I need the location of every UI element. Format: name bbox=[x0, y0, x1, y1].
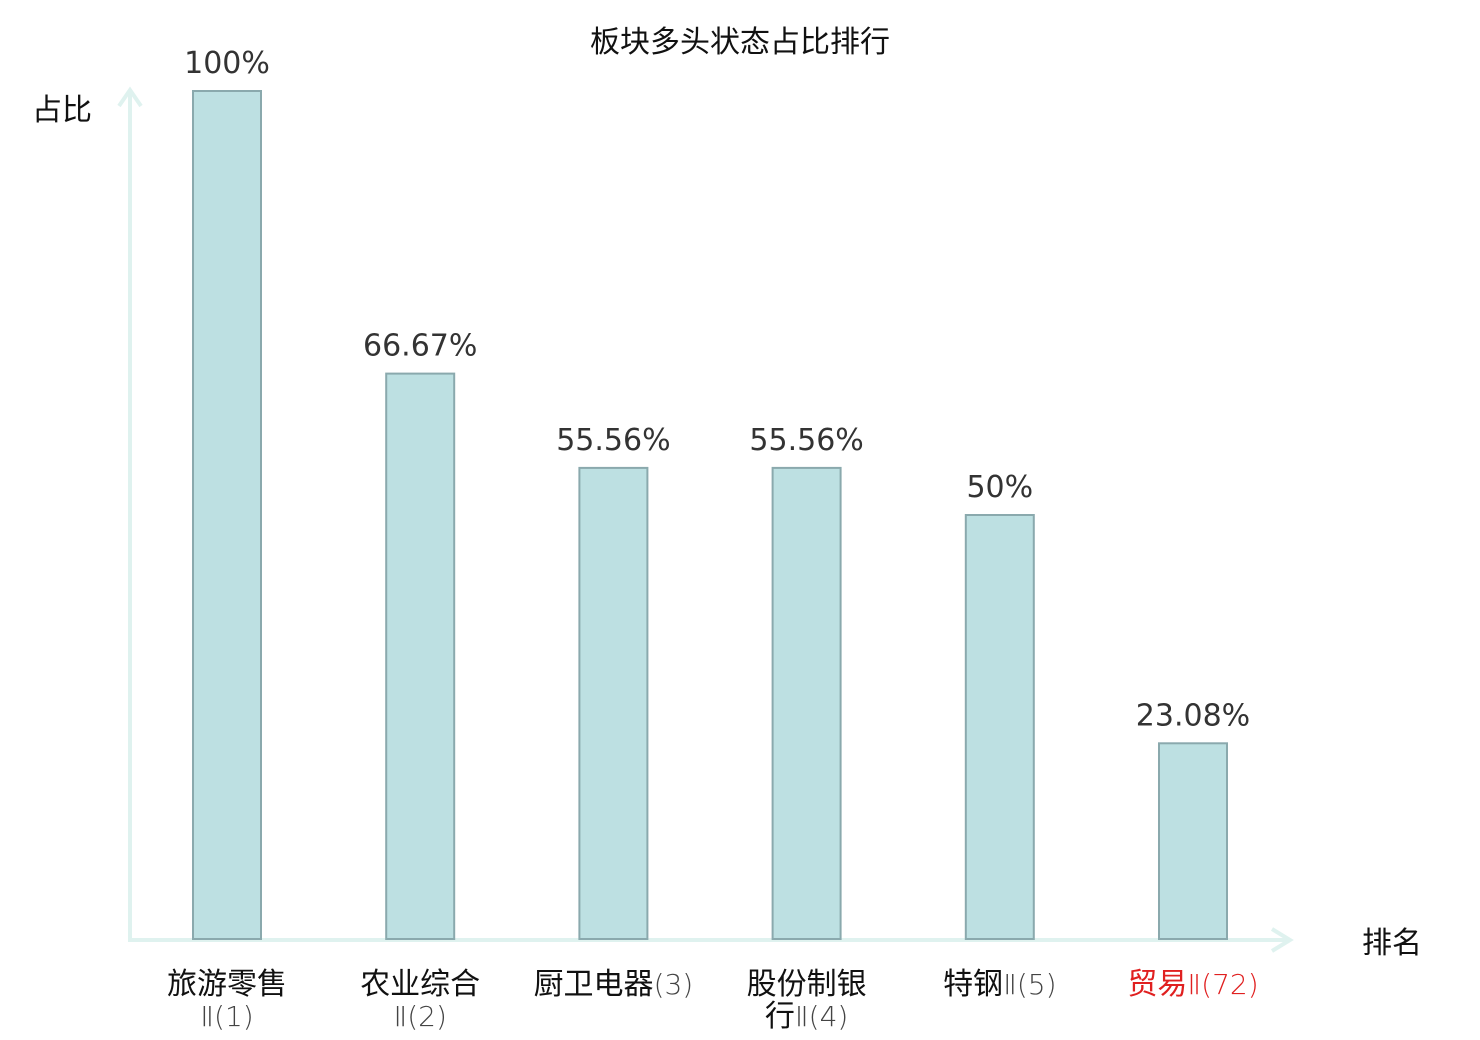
y-axis-title: 占比 bbox=[32, 93, 92, 128]
x-axis-title: 排名 bbox=[1362, 926, 1422, 961]
category-labels: 旅游零售 Ⅱ(1) 农业综合 Ⅱ(2) 厨卫电器(3) 股份制银行Ⅱ(4) 特钢Ⅱ(5) 贸易… bbox=[167, 967, 1259, 1034]
bar-5 bbox=[964, 514, 1035, 940]
bar-6 bbox=[1158, 742, 1228, 940]
category-label-4: 股份制银行Ⅱ(4) bbox=[747, 967, 867, 1034]
category-label-6: 贸易Ⅱ(72) bbox=[1127, 967, 1258, 1002]
axes bbox=[117, 86, 1294, 953]
value-label-6: 23.08% bbox=[1136, 698, 1250, 733]
value-label-5: 50% bbox=[966, 470, 1033, 505]
value-label-4: 55.56% bbox=[749, 423, 863, 458]
category-label-5: 特钢Ⅱ(5) bbox=[943, 967, 1056, 1002]
value-labels: 100% 66.67% 55.56% 55.56% 50% 23.08% bbox=[184, 46, 1250, 733]
value-label-3: 55.56% bbox=[556, 423, 670, 458]
bar-3 bbox=[578, 466, 649, 940]
bar-4 bbox=[771, 466, 842, 940]
chart-title: 板块多头状态占比排行 bbox=[590, 25, 890, 60]
value-label-1: 100% bbox=[184, 46, 270, 81]
category-label-3: 厨卫电器(3) bbox=[534, 967, 694, 1002]
category-label-2: 农业综合 Ⅱ(2) bbox=[360, 967, 480, 1033]
value-label-2: 66.67% bbox=[363, 329, 477, 364]
y-axis-arrow bbox=[117, 86, 143, 108]
bars bbox=[192, 90, 1228, 941]
bar-1 bbox=[192, 90, 262, 940]
category-label-1: 旅游零售 Ⅱ(1) bbox=[167, 967, 287, 1033]
bar-2 bbox=[385, 372, 456, 941]
x-axis-arrow bbox=[1270, 927, 1294, 953]
